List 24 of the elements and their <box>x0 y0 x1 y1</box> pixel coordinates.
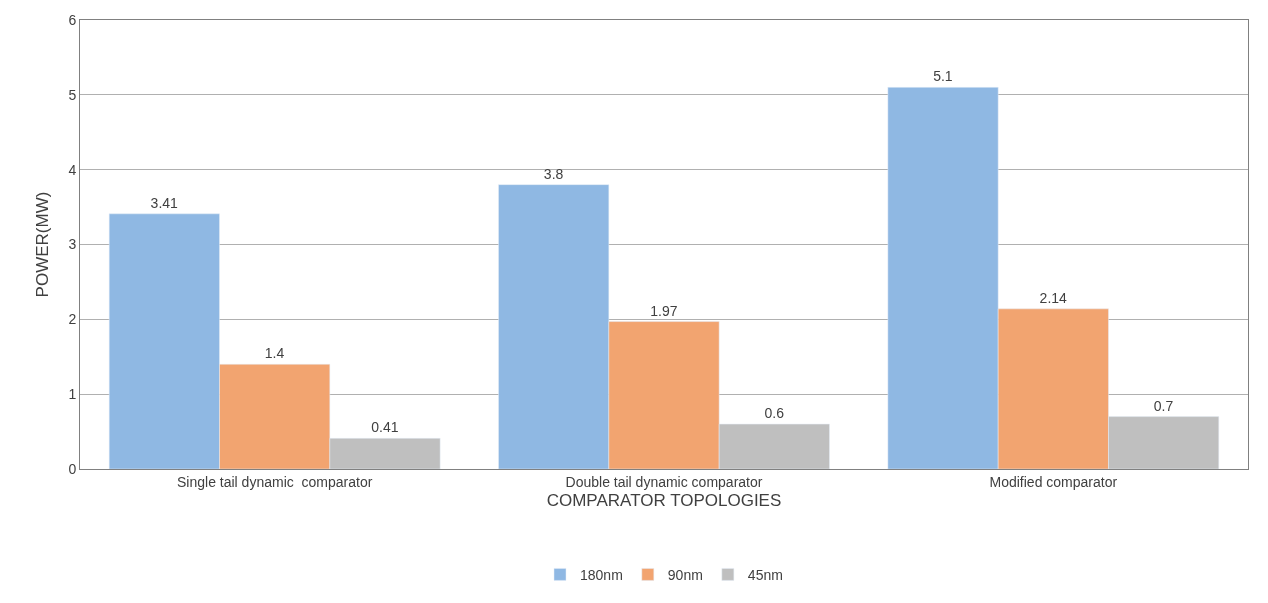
data-label: 1.4 <box>264 345 285 362</box>
y-tick-label: 3 <box>68 236 77 253</box>
y-tick-label: 2 <box>68 311 77 328</box>
data-label: 5.1 <box>933 68 953 85</box>
y-tick-label: 6 <box>68 11 77 28</box>
data-label: 3.8 <box>543 165 564 182</box>
y-tick-label: 1 <box>68 386 77 403</box>
x-axis-title: COMPARATOR TOPOLOGIES <box>546 491 782 511</box>
y-tick-label: 5 <box>68 86 77 103</box>
legend-label: 180nm <box>580 566 623 583</box>
data-label: 0.7 <box>1153 397 1174 414</box>
y-tick-label: 0 <box>68 460 77 477</box>
data-label: 0.41 <box>371 419 399 436</box>
legend-label: 45nm <box>747 566 783 583</box>
x-tick-label: Double tail dynamic comparator <box>565 473 763 490</box>
x-tick-label: Modified comparator <box>989 473 1118 490</box>
legend-label: 90nm <box>667 566 703 583</box>
data-label: 1.97 <box>650 302 678 319</box>
data-label: 2.14 <box>1039 289 1068 306</box>
data-label: 0.6 <box>764 405 785 422</box>
y-axis-title: POWER(MW) <box>32 191 52 298</box>
y-tick-label: 4 <box>68 161 77 178</box>
x-tick-label: Single tail dynamic comparator <box>177 473 373 490</box>
data-label: 3.41 <box>150 194 179 211</box>
